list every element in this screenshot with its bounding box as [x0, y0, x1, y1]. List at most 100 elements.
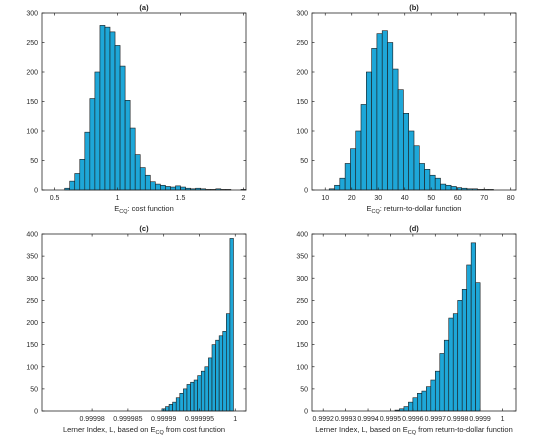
histogram-bar-a-19: [160, 184, 166, 191]
x-axis-label-sub-a: CQ: [119, 209, 128, 215]
x-tick-label-a-0: 0.5: [50, 195, 60, 202]
x-tick-label-a-1: 1: [116, 195, 120, 202]
histogram-bar-d-10: [439, 353, 445, 412]
x-axis-label-sub-d: CQ: [408, 430, 417, 436]
histogram-bar-c-9: [193, 379, 198, 412]
x-tick-label-a-2: 1.5: [176, 195, 186, 202]
histogram-bar-a-8: [104, 26, 111, 191]
y-tick-label-a-3: 150: [26, 99, 38, 106]
histogram-bar-b-22: [445, 184, 452, 191]
histogram-bar-d-8: [430, 379, 436, 412]
histogram-bar-b-4: [350, 148, 357, 191]
histogram-bar-a-6: [94, 71, 101, 191]
histogram-bar-d-11: [443, 339, 450, 412]
y-tick-label-d-6: 300: [296, 276, 308, 283]
histogram-bar-b-5: [355, 130, 362, 191]
histogram-bar-c-12: [204, 366, 209, 412]
histogram-bar-b-15: [408, 130, 415, 191]
histogram-bar-d-4: [412, 397, 418, 412]
histogram-bar-d-14: [457, 300, 463, 412]
x-tick-label-b-4: 50: [427, 195, 435, 202]
plot-frame-d: [311, 233, 517, 412]
histogram-bar-c-19: [229, 238, 234, 412]
histogram-bar-b-19: [429, 174, 436, 191]
y-tick-label-b-2: 100: [296, 129, 308, 136]
x-tick-label-d-3: 0.9995: [380, 416, 402, 423]
y-tick-label-c-3: 150: [26, 342, 38, 349]
histogram-bar-b-20: [434, 177, 441, 191]
y-tick-label-b-0: 0: [304, 188, 308, 195]
histogram-bar-b-10: [381, 30, 388, 191]
histogram-bar-c-16: [218, 335, 224, 412]
chart-title-a: (a): [139, 3, 149, 12]
histogram-bar-a-15: [139, 167, 146, 191]
x-axis-label-rest-c: from cost function: [164, 425, 225, 434]
x-axis-label-main-b: E: [367, 204, 372, 213]
histogram-bar-d-9: [434, 370, 441, 412]
histogram-bar-a-18: [155, 183, 161, 191]
histogram-bar-c-2: [168, 404, 173, 412]
y-tick-label-c-0: 0: [34, 409, 38, 416]
histogram-bar-c-10: [197, 375, 202, 412]
x-tick-label-c-0: 0.99998: [79, 416, 104, 423]
histogram-bar-c-14: [211, 344, 216, 412]
chart-title-b: (b): [409, 3, 419, 12]
histogram-bar-a-9: [109, 31, 116, 191]
y-tick-label-c-5: 250: [26, 298, 38, 305]
histogram-bar-a-20: [165, 186, 171, 191]
x-axis-label-main-c: Lerner Index, L, based on E: [63, 425, 156, 434]
histogram-bar-b-6: [360, 104, 367, 191]
histogram-bar-b-21: [440, 183, 447, 191]
y-tick-label-a-5: 250: [26, 40, 38, 47]
x-tick-label-b-7: 80: [507, 195, 515, 202]
y-tick-label-c-4: 200: [26, 320, 38, 327]
x-tick-label-b-0: 10: [321, 195, 329, 202]
x-tick-label-b-2: 30: [374, 195, 382, 202]
x-tick-label-d-7: 0.9999: [469, 416, 491, 423]
histogram-bar-d-6: [421, 390, 427, 412]
histogram-bar-b-11: [387, 42, 394, 191]
x-tick-label-c-2: 0.99999: [151, 416, 176, 423]
chart-panel-b: 10 20 30 40 50 60 70 80 0 50 100 150 200 250 300 (b) ECQ…: [296, 3, 517, 215]
histogram-bar-d-7: [426, 386, 432, 412]
histogram-bar-d-15: [461, 289, 467, 412]
y-tick-label-a-1: 50: [30, 158, 38, 165]
histogram-bar-c-7: [186, 384, 191, 412]
histogram-bar-b-3: [344, 163, 351, 191]
histogram-bar-a-17: [150, 181, 156, 191]
histogram-bar-c-3: [172, 401, 177, 412]
y-tick-label-a-6: 300: [26, 11, 38, 18]
x-tick-label-b-6: 70: [480, 195, 488, 202]
histogram-bar-b-16: [413, 145, 420, 191]
histogram-bar-b-17: [418, 163, 425, 191]
histogram-bar-b-12: [392, 68, 399, 191]
x-axis-label-main-d: Lerner Index, L, based on E: [315, 425, 408, 434]
histogram-bar-a-14: [134, 154, 141, 191]
x-tick-label-a-3: 2: [242, 195, 246, 202]
y-tick-label-d-3: 150: [296, 342, 308, 349]
x-tick-label-d-1: 0.9993: [335, 416, 357, 423]
histogram-bar-b-2: [339, 177, 346, 191]
chart-panel-c: 0.99998 0.999985 0.99999 0.999995 1 0 50 100 150…: [26, 224, 247, 436]
histogram-bar-c-6: [183, 388, 188, 412]
x-axis-label-a: ECQ: cost function: [114, 204, 174, 215]
x-tick-label-b-5: 60: [454, 195, 462, 202]
x-tick-label-d-4: 0.9996: [402, 416, 424, 423]
y-tick-label-c-6: 300: [26, 276, 38, 283]
x-axis-label-sub-b: CQ: [372, 209, 381, 215]
histogram-bar-a-4: [84, 131, 91, 191]
x-axis-label-sub-c: CQ: [156, 430, 165, 436]
histogram-bar-a-23: [180, 186, 186, 191]
y-tick-label-b-6: 300: [296, 11, 308, 18]
x-tick-label-d-6: 0.9998: [447, 416, 469, 423]
histogram-bar-a-12: [124, 100, 131, 191]
histogram-bar-d-13: [452, 313, 459, 412]
x-tick-label-d-5: 0.9997: [425, 416, 447, 423]
histogram-bar-c-1: [165, 406, 170, 412]
histogram-bar-d-2: [403, 406, 409, 412]
histogram-bar-d-17: [470, 242, 476, 412]
chart-panel-d: 0.9992 0.9993 0.9994 0.9995 0.9996 0.9997 0.99…: [296, 224, 517, 436]
x-tick-label-d-8: 1: [501, 416, 505, 423]
y-tick-label-a-2: 100: [26, 129, 38, 136]
